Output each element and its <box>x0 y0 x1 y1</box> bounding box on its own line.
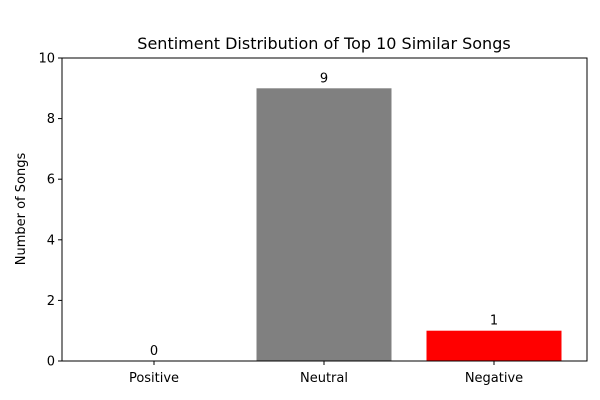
data-label-neutral: 9 <box>320 71 328 86</box>
x-tick-label-positive: Positive <box>129 371 179 386</box>
data-label-negative: 1 <box>490 314 498 329</box>
y-tick-label: 6 <box>47 173 55 188</box>
bar-neutral <box>256 88 392 362</box>
x-tick-label-negative: Negative <box>465 371 523 386</box>
plot-frame <box>61 57 588 362</box>
y-axis-label: Number of Songs <box>14 153 29 266</box>
data-label-positive: 0 <box>150 344 158 359</box>
data-labels-layer: 0 9 1 <box>150 71 498 359</box>
bar-negative <box>426 330 562 361</box>
y-tick-label: 4 <box>47 233 55 248</box>
y-tick-label: 0 <box>47 355 55 370</box>
y-axis-ticks: 0 2 4 6 8 10 <box>38 52 62 370</box>
y-tick-label: 2 <box>47 294 55 309</box>
bars-layer <box>256 88 562 362</box>
chart-title: Sentiment Distribution of Top 10 Similar… <box>137 34 510 53</box>
x-axis-ticks: Positive Neutral Negative <box>129 361 523 386</box>
x-tick-label-neutral: Neutral <box>300 371 348 386</box>
y-tick-label: 8 <box>47 112 55 127</box>
y-tick-label: 10 <box>38 52 55 67</box>
